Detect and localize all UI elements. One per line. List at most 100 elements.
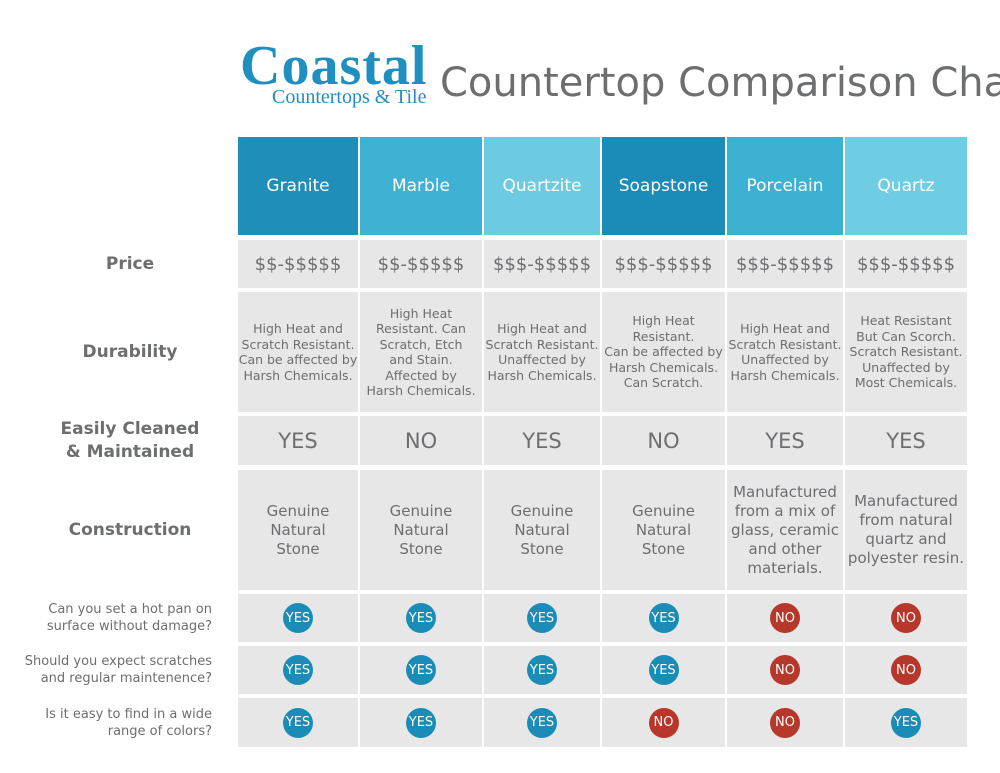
cell-line: High Heat <box>632 313 695 329</box>
cell-line: Harsh Chemicals. <box>730 367 840 383</box>
cell-line: Unaffected by <box>862 359 950 375</box>
cell-line: Manufactured <box>733 482 837 501</box>
cell-line: Genuine <box>266 501 330 520</box>
table-cell: NO <box>727 646 843 694</box>
table-cell: YES <box>484 698 600 747</box>
cell-line: Resistant. <box>632 328 695 344</box>
row-label-line: Is it easy to find in a wide <box>45 706 212 722</box>
row-label: Price <box>30 240 230 288</box>
table-cell: YES <box>602 646 725 694</box>
row-label-line: Should you expect scratches <box>24 654 212 669</box>
answer-badge: NO <box>891 655 921 685</box>
cell-line: Harsh Chemicals. <box>243 367 353 383</box>
table-cell: YES <box>845 416 967 465</box>
cell-line: Stone <box>641 539 686 558</box>
answer-badge: YES <box>283 603 313 633</box>
table-cell: Genuine Natural Stone <box>238 470 358 590</box>
table-cell: YES <box>845 698 967 747</box>
cell-line: Natural <box>270 520 326 539</box>
cell-line: $$-$$$$$ <box>254 253 342 275</box>
table-cell: YES <box>238 698 358 747</box>
cell-line: Natural <box>514 520 570 539</box>
cell-line: polyester resin. <box>847 549 965 567</box>
table-cell: YES <box>238 594 358 642</box>
cell-line: Genuine <box>632 501 695 520</box>
row-label-line: Can you set a hot pan on <box>48 602 212 617</box>
cell-line: Unaffected by <box>741 352 829 367</box>
row-label-line: Construction <box>68 519 192 540</box>
cell-line: Scratch Resistant. <box>241 336 355 352</box>
answer-badge: YES <box>648 655 679 685</box>
answer-badge: YES <box>283 707 313 738</box>
logo-name: Coastal <box>240 35 428 97</box>
table-cell: Manufactured from natural quartz and polyes… <box>845 470 967 590</box>
column-header: Quartz <box>845 137 967 235</box>
cell-line: Most Chemicals. <box>854 375 958 391</box>
cell-line: Natural <box>635 520 692 539</box>
cell-line: Genuine <box>389 501 453 520</box>
row-label-line: range of colors? <box>107 723 212 739</box>
answer-badge: YES <box>406 655 436 685</box>
cell-line: YES <box>886 428 926 453</box>
row-label-line: surface without damage? <box>46 619 212 634</box>
table-cell: High Heat and Scratch Resistant. Unaffecte… <box>727 292 843 412</box>
row-label: Easily Cleaned & Maintained <box>30 416 230 465</box>
cell-line: from natural <box>859 511 953 529</box>
cell-line: High Heat and <box>497 321 587 336</box>
cell-line: High Heat and <box>253 321 343 336</box>
row-label-line: Price <box>105 253 155 274</box>
answer-badge: YES <box>527 707 557 738</box>
column-header: Granite <box>238 137 358 235</box>
cell-line: Heat Resistant <box>860 313 952 329</box>
cell-line: and other <box>748 539 822 558</box>
table-cell: YES <box>360 594 482 642</box>
table-cell: Genuine Natural Stone <box>360 470 482 590</box>
cell-line: glass, ceramic <box>731 520 839 539</box>
cell-line: Scratch Resistant. <box>849 344 963 360</box>
cell-line: Affected by <box>385 367 457 383</box>
cell-line: quartz and <box>865 530 947 548</box>
cell-line: NO <box>404 428 438 453</box>
cell-line: Resistant. Can <box>376 321 466 336</box>
cell-line: Harsh Chemicals. <box>366 383 476 398</box>
cell-line: Stone <box>520 539 564 558</box>
table-cell: YES <box>727 416 843 465</box>
cell-line: Scratch Resistant. <box>485 336 599 352</box>
table-cell: Genuine Natural Stone <box>602 470 725 590</box>
table-cell: $$$-$$$$$ <box>727 240 843 288</box>
cell-line: High Heat <box>389 305 453 321</box>
cell-line: YES <box>522 428 562 453</box>
cell-line: and Stain. <box>389 352 453 367</box>
table-cell: NO <box>845 594 967 642</box>
title: Countertop Comparison Chart <box>440 60 1000 106</box>
answer-badge: YES <box>527 655 557 685</box>
cell-line: $$$-$$$$$ <box>492 253 592 275</box>
cell-line: from a mix of <box>734 501 836 520</box>
table-cell: High Heat Resistant. Can Scratch, Etch and … <box>360 292 482 412</box>
row-label-line: and regular maintenence? <box>40 671 212 686</box>
cell-line: Can Scratch. <box>623 375 704 391</box>
answer-badge: YES <box>891 707 921 738</box>
cell-line: Harsh Chemicals. <box>608 359 719 375</box>
cell-line: Natural <box>393 520 449 539</box>
table-cell: YES <box>484 416 600 465</box>
table-cell: $$$-$$$$$ <box>484 240 600 288</box>
cell-line: YES <box>765 428 805 453</box>
answer-badge: NO <box>648 707 679 738</box>
answer-badge: YES <box>406 603 436 633</box>
cell-line: Genuine <box>510 501 574 520</box>
cell-line: $$$-$$$$$ <box>735 253 835 275</box>
table-cell: YES <box>238 646 358 694</box>
table-cell: NO <box>602 416 725 465</box>
cell-line: Harsh Chemicals. <box>487 367 597 383</box>
cell-line: $$$-$$$$$ <box>614 253 713 275</box>
table-cell: High Heat Resistant. Can be affected by Har… <box>602 292 725 412</box>
cell-line: Scratch, Etch <box>379 336 463 352</box>
table-cell: YES <box>484 646 600 694</box>
table-cell: Genuine Natural Stone <box>484 470 600 590</box>
answer-badge: YES <box>648 603 679 633</box>
answer-badge: NO <box>770 655 800 685</box>
cell-line: NO <box>647 428 680 453</box>
answer-badge: YES <box>283 655 313 685</box>
table-cell: $$$-$$$$$ <box>845 240 967 288</box>
